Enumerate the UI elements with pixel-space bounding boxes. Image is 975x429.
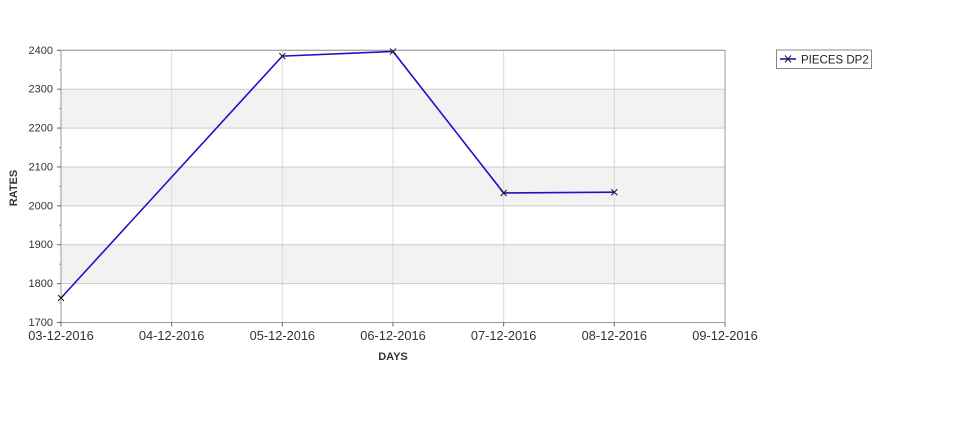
svg-text:1800: 1800 [29, 278, 53, 290]
svg-text:PIECES DP2: PIECES DP2 [801, 55, 869, 67]
svg-text:2000: 2000 [29, 200, 53, 212]
svg-text:2200: 2200 [29, 123, 53, 135]
svg-text:2400: 2400 [29, 45, 53, 57]
svg-text:1900: 1900 [29, 239, 53, 251]
svg-text:DAYS: DAYS [378, 351, 408, 363]
svg-text:08-12-2016: 08-12-2016 [582, 328, 647, 343]
svg-text:09-12-2016: 09-12-2016 [692, 328, 757, 343]
svg-text:03-12-2016: 03-12-2016 [28, 328, 93, 343]
svg-text:06-12-2016: 06-12-2016 [360, 328, 425, 343]
svg-text:05-12-2016: 05-12-2016 [250, 328, 315, 343]
svg-text:07-12-2016: 07-12-2016 [471, 328, 536, 343]
svg-text:2300: 2300 [29, 84, 53, 96]
svg-text:04-12-2016: 04-12-2016 [139, 328, 204, 343]
svg-text:RATES: RATES [8, 170, 20, 206]
svg-text:2100: 2100 [29, 162, 53, 174]
